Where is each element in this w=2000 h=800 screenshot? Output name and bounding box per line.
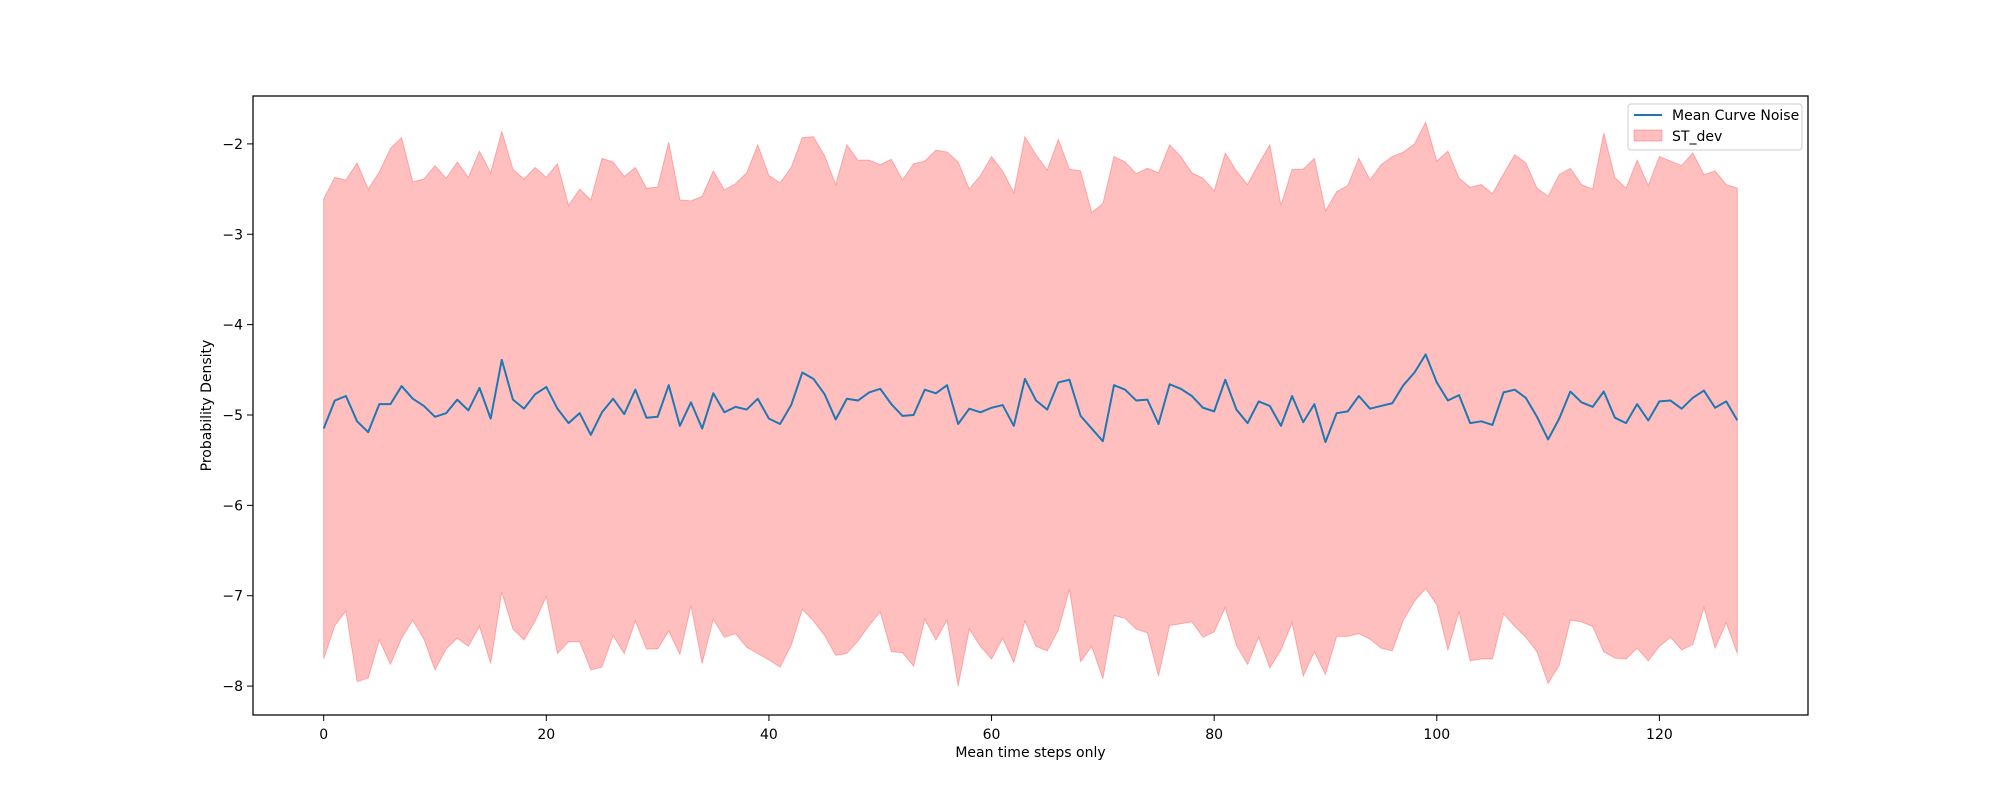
y-tick-label: −3 [222,227,243,243]
x-tick-label: 20 [537,727,555,743]
legend: Mean Curve Noise ST_dev [1627,103,1803,151]
x-axis-ticks: 0 20 40 60 80 100 120 [319,715,1673,743]
x-tick-label: 120 [1646,727,1673,743]
y-tick-label: −7 [222,589,243,605]
y-axis-label: Probability Density [199,340,215,472]
x-tick-label: 80 [1205,727,1223,743]
legend-label-mean-curve-noise: Mean Curve Noise [1672,108,1799,124]
plot-frame [252,95,1809,716]
st-dev-band [323,120,1738,687]
x-tick-label: 40 [760,727,778,743]
y-tick-label: −2 [222,137,243,153]
legend-label-st-dev: ST_dev [1672,129,1722,145]
x-tick-label: 60 [983,727,1001,743]
legend-box [1627,103,1803,151]
st-dev-band-layer [323,120,1738,687]
y-axis-ticks: −8 −7 −6 −5 −4 −3 −2 [222,137,253,695]
mean-curve-noise-line [322,353,1739,444]
y-tick-label: −4 [222,318,243,334]
x-tick-label: 0 [319,727,328,743]
y-tick-label: −6 [222,498,243,514]
legend-band-swatch [1633,129,1663,142]
mean-line-layer [322,353,1739,444]
y-tick-label: −8 [222,679,243,695]
x-axis-label: Mean time steps only [955,745,1105,761]
y-tick-label: −5 [222,408,243,424]
x-tick-label: 100 [1423,727,1450,743]
